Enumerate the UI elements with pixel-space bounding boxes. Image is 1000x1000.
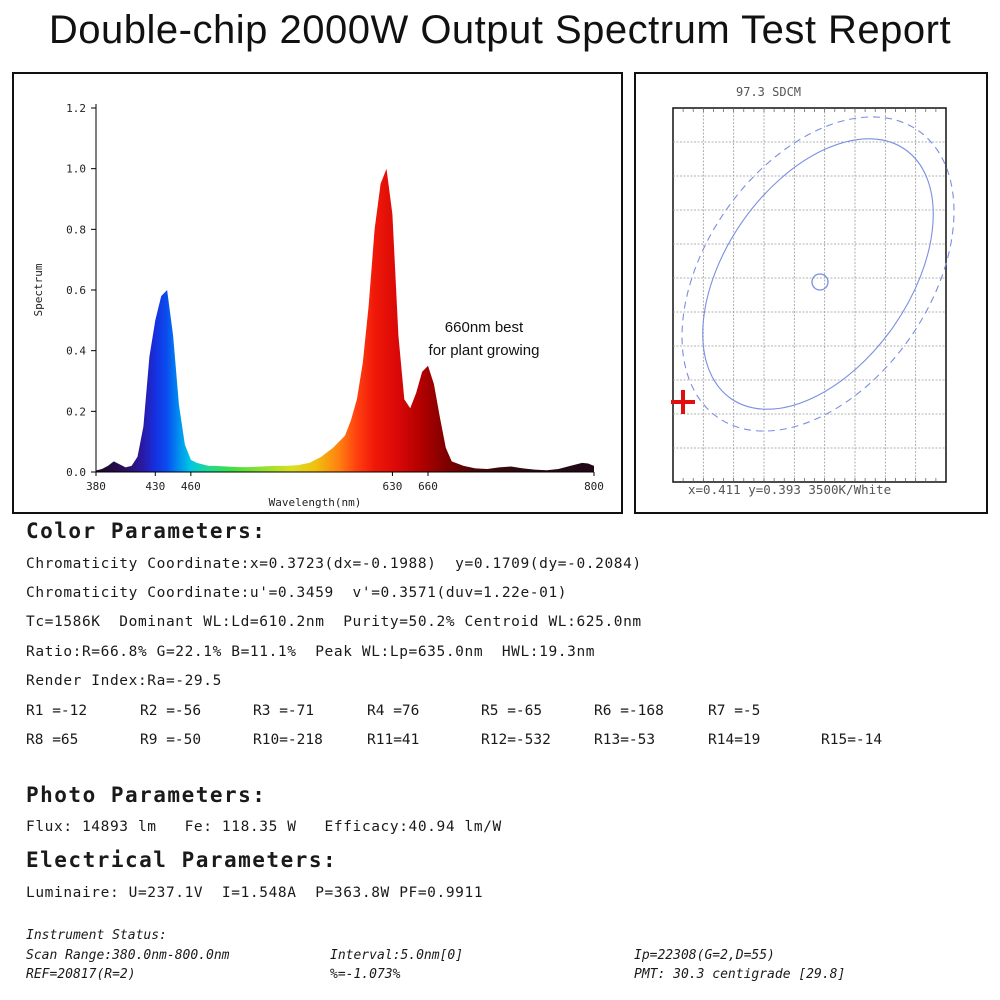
r-value: R13=-53: [594, 732, 656, 748]
x-tick-label: 460: [181, 480, 201, 493]
chromaticity-xy-line: Chromaticity Coordinate:x=0.3723(dx=-0.1…: [26, 556, 642, 572]
r-value: R1 =-12: [26, 703, 88, 719]
photo-parameters-heading: Photo Parameters:: [26, 783, 267, 807]
outer-sdcm-ellipse: [681, 116, 955, 432]
x-tick-label: 380: [86, 480, 106, 493]
x-axis-label: Wavelength(nm): [269, 496, 362, 509]
r-value: R8 =65: [26, 732, 79, 748]
inner-sdcm-ellipse: [702, 138, 934, 410]
interval: Interval:5.0nm[0]: [330, 948, 464, 963]
annotation-line: for plant growing: [429, 342, 540, 359]
photo-parameters-line: Flux: 14893 lm Fe: 118.35 W Efficacy:40.…: [26, 819, 502, 835]
render-index-line: Render Index:Ra=-29.5: [26, 673, 222, 689]
pmt-value: PMT: 30.3 centigrade [29.8]: [634, 967, 846, 982]
x-tick-label: 800: [584, 480, 604, 493]
sdcm-title: 97.3 SDCM: [736, 85, 801, 99]
chromaticity-uv-line: Chromaticity Coordinate:u'=0.3459 v'=0.3…: [26, 585, 568, 601]
instrument-status-heading: Instrument Status:: [26, 928, 167, 943]
sdcm-caption: x=0.411 y=0.393 3500K/White: [688, 482, 891, 497]
percent-value: %=-1.073%: [330, 967, 401, 982]
spectrum-chart-panel: 0.0 0.2 0.4 0.6 0.8 1.0 1.2 380 430 460 630 660 800 W…: [12, 72, 623, 514]
chromaticity-chart: 97.3 SDCM x=0.411 y=0.393 3500K/White: [671, 85, 955, 497]
grid-lines: [673, 108, 946, 482]
r-value: R9 =-50: [140, 732, 202, 748]
r-value: R7 =-5: [708, 703, 761, 719]
y-tick-label: 0.0: [66, 466, 86, 479]
y-axis-label: Spectrum: [32, 263, 45, 316]
x-tick-label: 630: [382, 480, 402, 493]
r-value: R5 =-65: [481, 703, 543, 719]
spectrum-area: [96, 168, 594, 472]
y-tick-label: 0.8: [66, 223, 86, 236]
y-tick-label: 0.2: [66, 405, 86, 418]
r-value: R11=41: [367, 732, 420, 748]
r-value: R6 =-168: [594, 703, 664, 719]
target-point-circle: [811, 273, 829, 291]
scan-range: Scan Range:380.0nm-800.0nm: [26, 948, 230, 963]
r-value: R14=19: [708, 732, 761, 748]
y-tick-label: 1.2: [66, 102, 86, 115]
color-parameters-heading: Color Parameters:: [26, 519, 267, 543]
electrical-parameters-line: Luminaire: U=237.1V I=1.548A P=363.8W PF…: [26, 885, 484, 901]
ratio-line: Ratio:R=66.8% G=22.1% B=11.1% Peak WL:Lp…: [26, 644, 596, 660]
y-tick-label: 1.0: [66, 163, 86, 176]
electrical-parameters-heading: Electrical Parameters:: [26, 848, 338, 872]
r-value: R3 =-71: [253, 703, 315, 719]
r-value: R15=-14: [821, 732, 883, 748]
r-value: R12=-532: [481, 732, 551, 748]
spectrum-chart: 0.0 0.2 0.4 0.6 0.8 1.0 1.2 380 430 460 630 660 800 W…: [32, 102, 604, 509]
measured-point-marker: [671, 390, 695, 414]
r-value: R10=-218: [253, 732, 323, 748]
plot-frame: [672, 107, 947, 483]
x-tick-label: 430: [145, 480, 165, 493]
chromaticity-chart-panel: 97.3 SDCM x=0.411 y=0.393 3500K/White: [634, 72, 988, 514]
ip-value: Ip=22308(G=2,D=55): [634, 948, 775, 963]
r-value: R4 =76: [367, 703, 420, 719]
y-tick-label: 0.6: [66, 284, 86, 297]
r-value: R2 =-56: [140, 703, 202, 719]
annotation-line: 660nm best: [445, 319, 524, 336]
y-tick-label: 0.4: [66, 345, 86, 358]
x-tick-label: 660: [418, 480, 438, 493]
ref-value: REF=20817(R=2): [26, 967, 136, 982]
report-title: Double-chip 2000W Output Spectrum Test R…: [48, 8, 952, 52]
color-temperature-line: Tc=1586K Dominant WL:Ld=610.2nm Purity=5…: [26, 614, 642, 630]
